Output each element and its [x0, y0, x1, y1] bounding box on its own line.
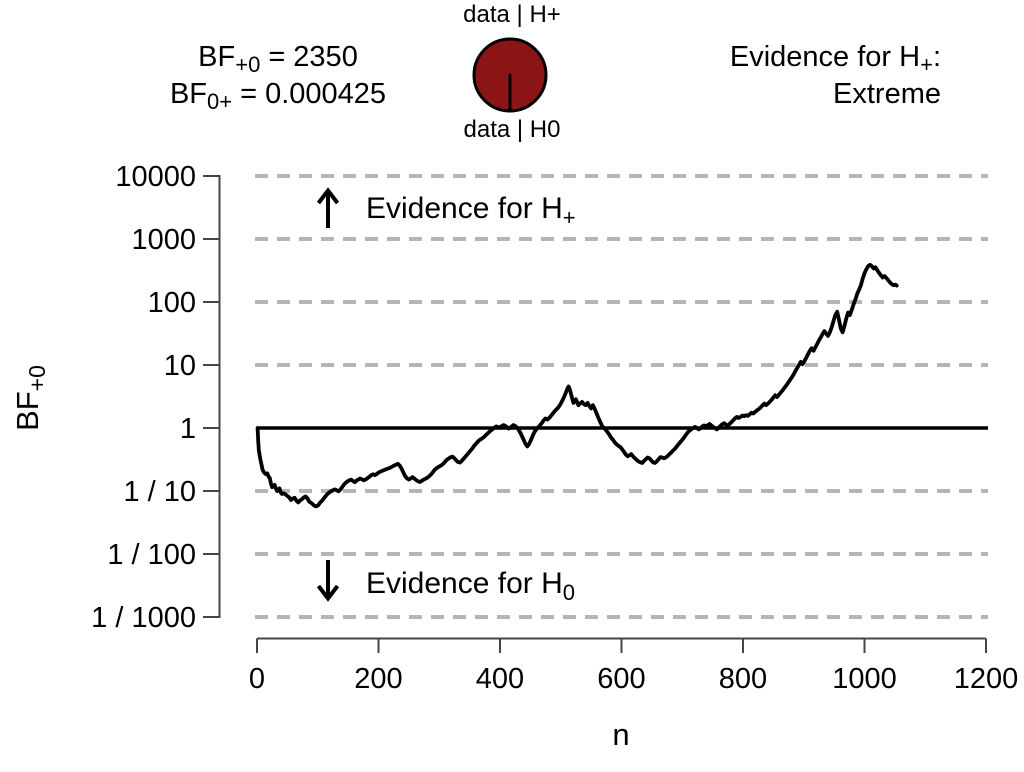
- x-tick-label: 200: [354, 663, 402, 695]
- x-tick-label: 0: [249, 663, 265, 695]
- probability-wheel: data | H+ data | H0: [463, 1, 561, 143]
- bf-prefix: BF: [170, 78, 207, 110]
- wheel-bottom-label: data | H0: [464, 116, 561, 143]
- x-tick-label: 400: [476, 663, 524, 695]
- annotation-text: Evidence for H: [366, 567, 563, 600]
- gridlines: [255, 174, 988, 619]
- bf-prefix: BF: [198, 41, 235, 73]
- evidence-level: Extreme: [833, 78, 941, 110]
- evidence-summary: Evidence for H+: Extreme: [730, 41, 941, 110]
- annotation-sub: 0: [563, 580, 575, 605]
- y-tick-label: 1 / 1000: [91, 602, 196, 634]
- bf-subscript: 0+: [207, 89, 232, 114]
- evidence-title-sub: +: [920, 52, 933, 77]
- bf-0plus-value-label: BF0+ = 0.000425: [170, 78, 386, 114]
- annotation-text: Evidence for H: [366, 192, 563, 225]
- y-tick-label: 1: [180, 413, 196, 445]
- down-arrow-icon: [316, 560, 340, 602]
- y-tick-label: 100: [148, 287, 196, 319]
- x-tick-label: 1200: [954, 663, 1019, 695]
- evidence-title-text: Evidence for H: [730, 41, 920, 73]
- x-tick-label: 800: [719, 663, 767, 695]
- evidence-h0-annotation-text: Evidence for H0: [366, 567, 575, 605]
- bf-equals-value: = 2350: [268, 41, 358, 73]
- x-tick-label: 600: [597, 663, 645, 695]
- bf-plus0-value-label: BF+0 = 2350: [198, 41, 358, 77]
- evidence-title: Evidence for H+:: [730, 41, 941, 77]
- y-axis-title-sub: +0: [24, 365, 50, 391]
- y-tick-label: 1 / 10: [123, 476, 196, 508]
- bf-equals-value: = 0.000425: [240, 78, 386, 110]
- x-axis: 0 200 400 600 800 1000 1200 n: [249, 637, 1019, 752]
- evidence-annotation-hplus: Evidence for H+: [316, 187, 576, 230]
- annotation-sub: +: [563, 205, 576, 230]
- y-axis: 10000 1000 100 10 1 1 / 10 1 / 100 1 / 1…: [10, 161, 221, 634]
- y-tick-label: 10000: [115, 161, 196, 193]
- x-axis-title: n: [612, 717, 629, 752]
- evidence-hplus-annotation-text: Evidence for H+: [366, 192, 576, 230]
- wheel-top-label: data | H+: [463, 1, 561, 28]
- x-tick-label: 1000: [832, 663, 897, 695]
- evidence-annotation-h0: Evidence for H0: [316, 560, 575, 605]
- y-tick-label: 1000: [131, 224, 196, 256]
- y-axis-title: BF+0: [10, 365, 50, 431]
- y-axis-title-text: BF: [10, 391, 45, 431]
- bf-sequential-curve: [255, 262, 899, 509]
- y-tick-label: 1 / 100: [107, 539, 196, 571]
- evidence-title-colon: :: [933, 41, 941, 73]
- bayes-factor-readout: BF+0 = 2350 BF0+ = 0.000425: [170, 41, 386, 114]
- bf-subscript: +0: [235, 52, 260, 77]
- y-tick-label: 10: [164, 350, 196, 382]
- up-arrow-icon: [316, 187, 340, 228]
